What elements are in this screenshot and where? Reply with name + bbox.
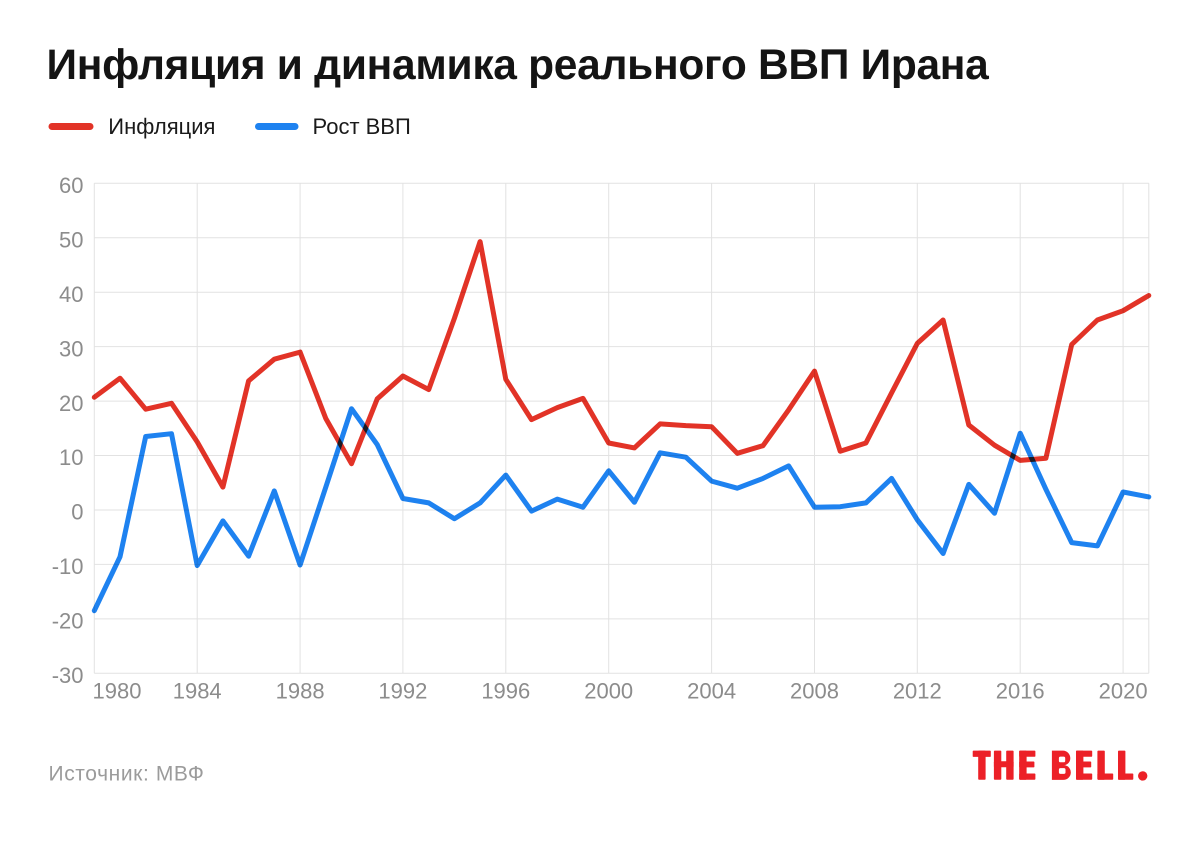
svg-text:20: 20 (59, 391, 83, 416)
svg-text:-10: -10 (52, 554, 84, 579)
svg-text:40: 40 (59, 282, 83, 307)
svg-text:2000: 2000 (584, 679, 633, 704)
svg-text:-30: -30 (52, 663, 84, 688)
svg-text:Рост ВВП: Рост ВВП (313, 114, 411, 139)
svg-text:Инфляция и динамика реального: Инфляция и динамика реального ВВП Ирана (47, 42, 990, 89)
svg-text:30: 30 (59, 336, 83, 361)
svg-text:2012: 2012 (893, 679, 942, 704)
svg-text:Источник: МВФ: Источник: МВФ (49, 763, 205, 786)
svg-text:-20: -20 (52, 609, 84, 634)
svg-text:1992: 1992 (378, 679, 427, 704)
svg-text:1988: 1988 (276, 679, 325, 704)
svg-text:2020: 2020 (1099, 679, 1148, 704)
svg-text:2008: 2008 (790, 679, 839, 704)
svg-text:Инфляция: Инфляция (108, 114, 215, 139)
svg-text:0: 0 (71, 500, 83, 525)
svg-text:2016: 2016 (996, 679, 1045, 704)
svg-text:1996: 1996 (481, 679, 530, 704)
svg-text:2004: 2004 (687, 679, 736, 704)
svg-text:1980: 1980 (93, 679, 142, 704)
svg-text:1984: 1984 (173, 679, 222, 704)
svg-text:10: 10 (59, 445, 83, 470)
svg-text:50: 50 (59, 227, 83, 252)
svg-text:60: 60 (59, 173, 83, 198)
